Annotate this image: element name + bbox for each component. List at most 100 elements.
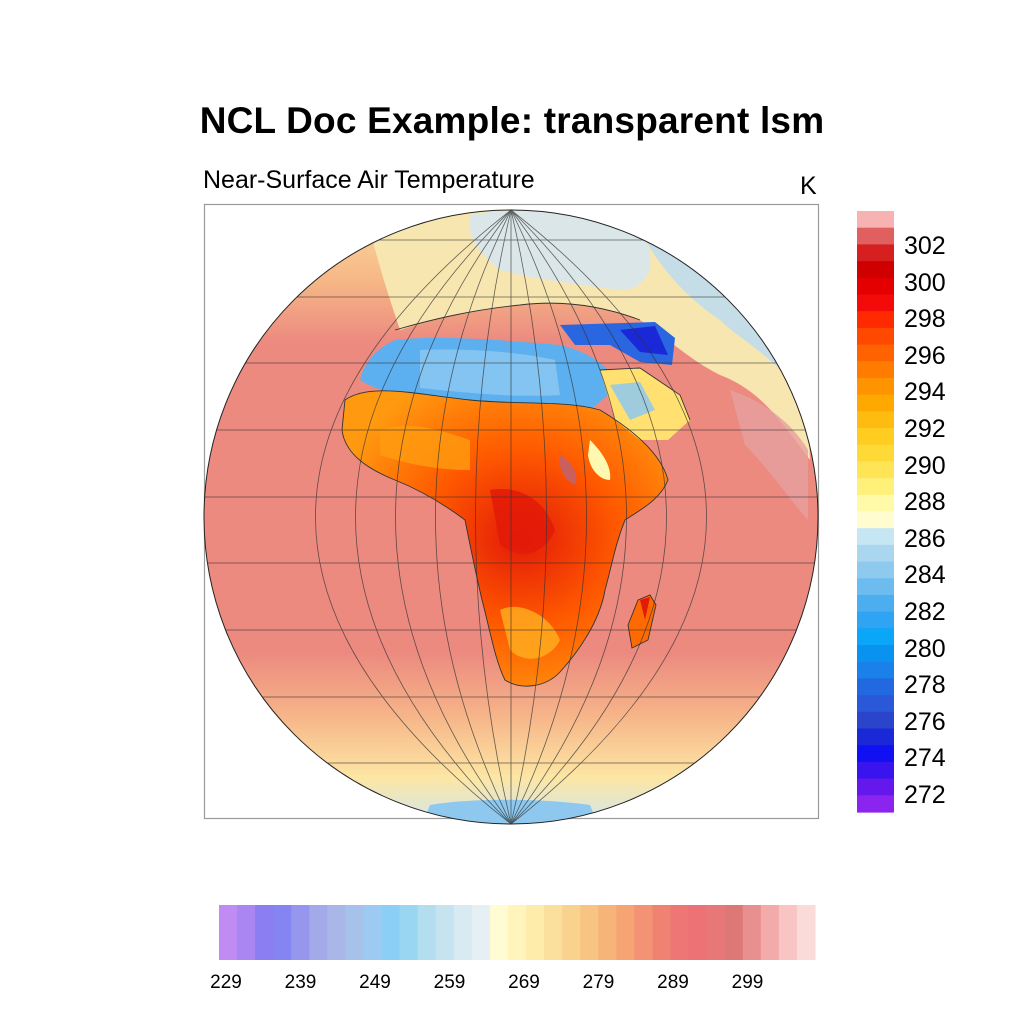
ocean-colorbar-box: [580, 905, 599, 960]
caucasus-cold: [620, 326, 668, 355]
land-colorbar-label: 284: [904, 561, 946, 590]
land-colorbar-box: [857, 645, 894, 663]
ocean-colorbar-box: [706, 905, 726, 960]
ocean-colorbar-label: 279: [582, 972, 615, 993]
ocean-colorbar-box: [796, 905, 816, 960]
ocean-colorbar-label: 269: [508, 972, 540, 993]
ocean-colorbar-box: [598, 905, 617, 960]
land-colorbar-box: [857, 695, 894, 713]
ocean-colorbar-box: [526, 905, 545, 960]
land-colorbar-label: 282: [904, 598, 946, 626]
ocean-colorbar-box: [507, 905, 527, 960]
ocean-colorbar-box: [435, 905, 455, 960]
land-colorbar-box: [857, 311, 894, 329]
ocean-colorbar-box: [688, 905, 708, 960]
ocean-colorbar: [219, 905, 816, 960]
land-colorbar-box: [857, 661, 894, 680]
ocean-colorbar-box: [219, 905, 238, 960]
ocean-colorbar-box: [309, 905, 328, 960]
coastlines: [341, 302, 691, 687]
land-colorbar-box: [857, 428, 894, 446]
land-colorbar-box: [857, 745, 894, 763]
ocean-colorbar-box: [778, 905, 798, 960]
units-label: K: [800, 172, 817, 200]
land-colorbar-box: [857, 711, 894, 730]
land-colorbar-box: [857, 511, 894, 529]
land-colorbar-box: [857, 344, 894, 362]
land-colorbar-box: [857, 578, 894, 596]
ocean-colorbar-label: 259: [433, 972, 466, 993]
land-colorbar-box: [857, 377, 894, 396]
land-colorbar-box: [857, 494, 894, 513]
land-colorbar-label: 288: [904, 488, 946, 517]
land-colorbar-label: 276: [904, 707, 946, 736]
land-colorbar-box: [857, 244, 894, 262]
globe: [204, 210, 818, 824]
ocean-colorbar-box: [724, 905, 744, 960]
ocean-colorbar-box: [453, 905, 473, 960]
ocean-colorbar-box: [670, 905, 690, 960]
india-warm: [730, 390, 808, 520]
scandinavia-cold: [469, 210, 651, 290]
siberia-cold: [640, 230, 805, 400]
land-colorbar-label: 302: [904, 232, 946, 260]
ocean-colorbar-box: [399, 905, 419, 960]
land-colorbar-box: [857, 728, 894, 746]
land-colorbar-box: [857, 528, 894, 546]
ocean-colorbar-box: [742, 905, 762, 960]
land-colorbar-box: [857, 444, 894, 463]
land-colorbar-label: 274: [904, 744, 946, 773]
land-colorbar-label: 300: [904, 268, 946, 297]
land-colorbar-box: [857, 594, 894, 613]
land-colorbar-box: [857, 294, 894, 312]
land-colorbar-label: 292: [904, 415, 946, 443]
ocean-colorbar-box: [760, 905, 780, 960]
chart-title: NCL Doc Example: transparent lsm: [199, 100, 825, 141]
ocean-colorbar-box: [363, 905, 383, 960]
ocean-colorbar-box: [291, 905, 310, 960]
ocean-colorbar-box: [616, 905, 635, 960]
land-colorbar-box: [857, 628, 894, 646]
ocean-colorbar-box: [327, 905, 347, 960]
chart-subtitle: Near-Surface Air Temperature: [203, 166, 535, 194]
land-colorbar-box: [857, 261, 894, 279]
land-colorbar-box: [857, 561, 894, 579]
land-colorbar-box: [857, 778, 894, 796]
ocean-colorbar-box: [237, 905, 256, 960]
land-colorbar-box: [857, 227, 894, 245]
land-colorbar-box: [857, 461, 894, 479]
land-colorbar-label: 272: [904, 781, 946, 809]
ocean-colorbar-box: [255, 905, 274, 960]
land-colorbar-box: [857, 411, 894, 429]
land-colorbar-box: [857, 795, 894, 813]
land-colorbar-label: 280: [904, 634, 946, 663]
antarctica-edge: [420, 799, 600, 824]
ocean-colorbar-box: [562, 905, 581, 960]
land-colorbar-box: [857, 678, 894, 696]
graticule: [204, 210, 818, 824]
land-colorbar-label: 290: [904, 451, 946, 480]
ocean-colorbar-label: 299: [731, 972, 764, 993]
land-colorbar-label: 298: [904, 305, 946, 334]
land-colorbar: [857, 211, 894, 813]
land-colorbar-box: [857, 211, 894, 229]
ocean-colorbar-box: [417, 905, 437, 960]
land-colorbar-label: 278: [904, 671, 946, 700]
ocean-colorbar-label: 249: [359, 972, 391, 993]
ocean-colorbar-label: 239: [284, 972, 317, 993]
ocean-colorbar-box: [544, 905, 563, 960]
land-colorbar-box: [857, 611, 894, 629]
land-colorbar-box: [857, 277, 894, 296]
land-colorbar-box: [857, 361, 894, 379]
ocean-colorbar-box: [273, 905, 292, 960]
ocean-colorbar-box: [652, 905, 672, 960]
ocean-colorbar-box: [381, 905, 401, 960]
land-colorbar-box: [857, 327, 894, 346]
ocean-colorbar-label: 289: [657, 972, 689, 993]
land-colorbar-box: [857, 478, 894, 496]
land-colorbar-label: 296: [904, 341, 946, 370]
ocean-colorbar-box: [345, 905, 365, 960]
land-colorbar-label: 286: [904, 524, 946, 553]
ocean-colorbar-label: 229: [210, 972, 242, 993]
